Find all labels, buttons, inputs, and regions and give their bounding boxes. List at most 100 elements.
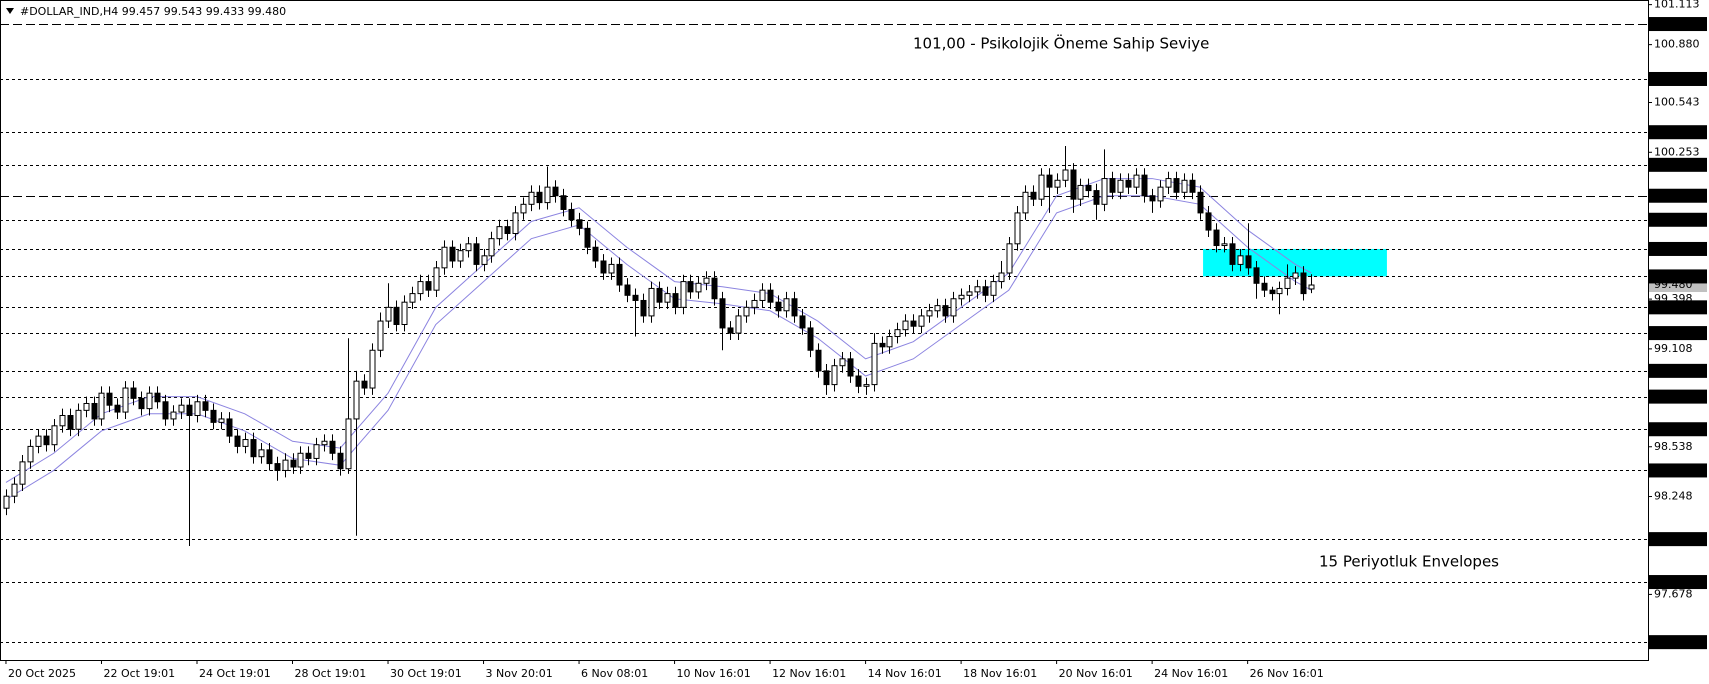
level-label: 97.400 bbox=[1654, 635, 1693, 648]
candle-body bbox=[950, 298, 957, 317]
candle-body bbox=[910, 320, 917, 327]
level-box bbox=[1649, 422, 1707, 437]
x-tick-label: 14 Nov 16:01 bbox=[868, 667, 942, 680]
candle-body bbox=[1173, 178, 1180, 193]
candle-body bbox=[568, 208, 575, 221]
candle-body bbox=[433, 267, 440, 291]
candle-body bbox=[75, 409, 82, 430]
candle-body bbox=[656, 287, 663, 303]
candle-body bbox=[695, 282, 702, 293]
annotation: 101,00 - Psikolojik Öneme Sahip Seviye bbox=[913, 34, 1209, 53]
candle-body bbox=[465, 243, 472, 252]
level-box bbox=[1649, 635, 1707, 650]
candle-body bbox=[43, 435, 50, 446]
candle-body bbox=[114, 404, 121, 413]
candle-body bbox=[345, 418, 352, 470]
candle-body bbox=[759, 289, 766, 301]
candle-body bbox=[719, 298, 726, 329]
level-label: 98.000 bbox=[1654, 532, 1693, 545]
candle-body bbox=[1181, 179, 1188, 193]
candle-body bbox=[1062, 169, 1069, 181]
candle-body bbox=[918, 315, 925, 327]
candle-body bbox=[1300, 272, 1307, 295]
candle-body bbox=[83, 402, 90, 411]
candle-body bbox=[313, 444, 320, 459]
candle-body bbox=[1077, 184, 1084, 200]
candle-body bbox=[385, 306, 392, 322]
candle-body bbox=[441, 246, 448, 269]
candle-body bbox=[672, 293, 679, 308]
candle-body bbox=[425, 281, 432, 291]
candle-body bbox=[1237, 255, 1244, 265]
candle-body bbox=[902, 320, 909, 331]
candle-body bbox=[11, 483, 18, 497]
x-tick-label: 22 Oct 19:01 bbox=[103, 667, 175, 680]
candle-body bbox=[879, 342, 886, 348]
y-tick-label: 100.253 bbox=[1654, 145, 1700, 158]
candle-body bbox=[98, 392, 105, 420]
candle-body bbox=[799, 315, 806, 329]
candle-body bbox=[186, 404, 193, 417]
candle-body bbox=[1038, 174, 1045, 200]
candle-body bbox=[154, 392, 161, 403]
candle-body bbox=[377, 320, 384, 351]
candle-body bbox=[871, 342, 878, 386]
level-label: 98.980 bbox=[1654, 364, 1693, 377]
candle-body bbox=[783, 298, 790, 312]
candle-body bbox=[942, 305, 949, 317]
candle-body bbox=[138, 397, 145, 410]
y-tick-label: 99.108 bbox=[1654, 342, 1693, 355]
candle-body bbox=[1046, 174, 1053, 188]
level-box bbox=[1649, 326, 1707, 341]
candle-body bbox=[735, 315, 742, 334]
candle-body bbox=[831, 365, 838, 386]
candle-body bbox=[576, 219, 583, 229]
candle-body bbox=[1101, 178, 1108, 205]
candle-body bbox=[91, 402, 98, 420]
candle-body bbox=[449, 246, 456, 262]
candle-body bbox=[1229, 243, 1236, 265]
x-tick-label: 30 Oct 19:01 bbox=[390, 667, 462, 680]
level-box bbox=[1649, 125, 1707, 140]
candle-body bbox=[67, 415, 74, 430]
level-label: 100.180 bbox=[1654, 158, 1700, 171]
candle-body bbox=[1054, 179, 1061, 188]
candle-body bbox=[321, 440, 328, 446]
level-box bbox=[1649, 300, 1707, 315]
candle-body bbox=[1261, 282, 1268, 291]
candle-body bbox=[1006, 243, 1013, 274]
candle-body bbox=[815, 349, 822, 372]
candle-body bbox=[1165, 178, 1172, 188]
y-tick-label: 100.880 bbox=[1654, 38, 1700, 51]
candle-body bbox=[1109, 178, 1116, 193]
candle-body bbox=[51, 425, 58, 446]
candle-body bbox=[958, 294, 965, 300]
candle-body bbox=[703, 277, 710, 284]
y-tick-label: 98.248 bbox=[1654, 490, 1693, 503]
level-box bbox=[1649, 463, 1707, 478]
candle-body bbox=[894, 329, 901, 338]
candle-body bbox=[106, 392, 113, 406]
y-tick-label: 101.113 bbox=[1654, 0, 1700, 11]
candle-body bbox=[886, 336, 893, 348]
level-label: 100.370 bbox=[1654, 125, 1700, 138]
candle-body bbox=[305, 452, 312, 459]
candle-body bbox=[496, 226, 503, 240]
candle-body bbox=[1030, 191, 1037, 200]
candle-body bbox=[417, 281, 424, 295]
level-label: 99.200 bbox=[1654, 326, 1693, 339]
y-tick-label: 98.538 bbox=[1654, 440, 1693, 453]
candle-body bbox=[767, 289, 774, 303]
x-tick-label: 3 Nov 20:01 bbox=[486, 667, 553, 680]
candle-body bbox=[680, 281, 687, 308]
candle-body bbox=[361, 380, 368, 389]
candle-body bbox=[711, 277, 718, 300]
level-box bbox=[1649, 157, 1707, 172]
candle-body bbox=[473, 243, 480, 265]
level-label: 99.350 bbox=[1654, 300, 1693, 313]
level-label: 99.690 bbox=[1654, 242, 1693, 255]
x-tick-label: 26 Nov 16:01 bbox=[1250, 667, 1324, 680]
y-tick-label: 100.543 bbox=[1654, 96, 1700, 109]
